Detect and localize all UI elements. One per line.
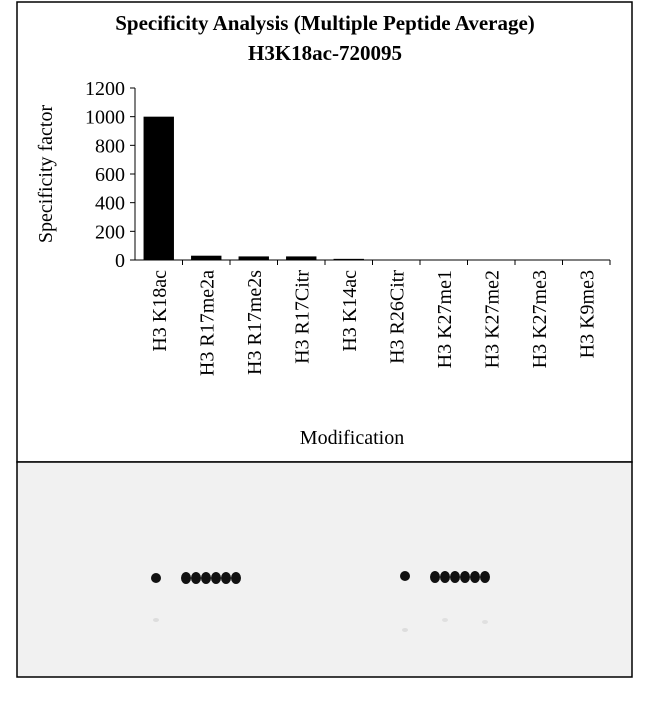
x-tick-label: H3 K27me3 — [529, 270, 551, 368]
chart-title: Specificity Analysis (Multiple Peptide A… — [115, 11, 535, 35]
bar — [333, 258, 364, 260]
y-tick-label: 200 — [95, 221, 125, 243]
bar — [238, 256, 269, 260]
y-tick-label: 1000 — [85, 107, 125, 129]
blot-image — [16, 461, 633, 678]
blot-spot — [440, 571, 450, 583]
blot-spot — [181, 572, 191, 584]
x-axis-label: Modification — [300, 427, 404, 449]
y-axis-label: Specificity factor — [35, 105, 57, 244]
x-tick-label: H3 R26Citr — [386, 270, 408, 364]
blot-spot — [450, 571, 460, 583]
x-tick-label: H3 K27me2 — [481, 270, 503, 368]
blot-spot — [460, 571, 470, 583]
blot-spot — [231, 572, 241, 584]
bar — [286, 256, 317, 260]
bar — [143, 116, 174, 261]
blot-spot — [151, 573, 161, 583]
blot-spot — [400, 571, 410, 581]
x-tick-label: H3 R17me2s — [244, 270, 266, 375]
x-tick-label: H3 K9me3 — [576, 270, 598, 358]
blot-faint-spot — [442, 618, 448, 622]
blot-spot — [221, 572, 231, 584]
y-tick-label: 800 — [95, 135, 125, 157]
x-tick-label: H3 K14ac — [339, 270, 361, 352]
blot-faint-spot — [482, 620, 488, 624]
blot-spot — [430, 571, 440, 583]
blot-spot — [201, 572, 211, 584]
x-tick-label: H3 K18ac — [149, 270, 171, 352]
y-tick-label: 600 — [95, 164, 125, 186]
x-tick-label: H3 R17me2a — [196, 270, 218, 376]
y-tick-label: 1200 — [85, 78, 125, 100]
blot-spot — [191, 572, 201, 584]
chart-subtitle: H3K18ac-720095 — [248, 41, 402, 65]
blot-faint-spot — [402, 628, 408, 632]
y-tick-label: 0 — [115, 250, 125, 272]
x-tick-label: H3 K27me1 — [434, 270, 456, 368]
blot-spot — [480, 571, 490, 583]
bar — [191, 255, 222, 260]
chart-frame — [16, 1, 633, 463]
blot-spot — [211, 572, 221, 584]
y-tick-label: 400 — [95, 193, 125, 215]
blot-faint-spot — [153, 618, 159, 622]
x-tick-label: H3 R17Citr — [291, 270, 313, 364]
blot-frame — [16, 461, 633, 678]
blot-spot — [470, 571, 480, 583]
